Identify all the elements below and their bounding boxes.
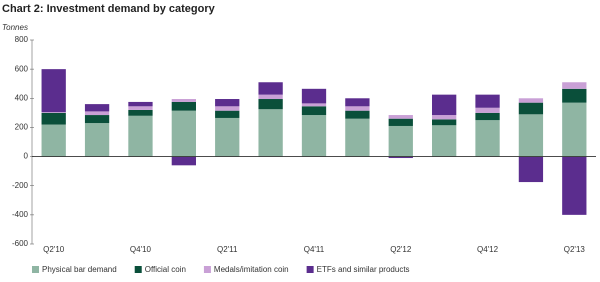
bar-segment (215, 117, 240, 157)
bar-segment (475, 120, 500, 157)
bar-segment (301, 106, 327, 116)
chart-title: Chart 2: Investment demand by category (2, 3, 216, 15)
bar-segment (41, 112, 66, 125)
bar-segment (41, 112, 66, 113)
x-tick-label: Q2'13 (564, 245, 586, 254)
bar-segment (171, 110, 196, 157)
legend-swatch (134, 266, 142, 273)
bar-segment (475, 107, 500, 113)
bar-segment (388, 156, 413, 159)
bar-segment (518, 156, 544, 183)
bar-segment (432, 94, 457, 116)
bar-segment (128, 106, 153, 110)
bar-segment (432, 115, 457, 120)
bar-segment (562, 102, 587, 157)
bar-segment (432, 119, 457, 126)
bar-segment (215, 99, 240, 107)
y-tick-label: 400 (15, 93, 29, 102)
bar-segment (84, 104, 110, 112)
y-tick-label: -400 (12, 210, 29, 219)
y-tick-label: 800 (15, 35, 29, 44)
bar-segment (475, 112, 500, 121)
bar-segment (41, 69, 66, 113)
bar-segment (388, 118, 413, 126)
bar-segment (518, 102, 544, 115)
legend-label: Physical bar demand (42, 265, 117, 274)
bar-segment (128, 115, 153, 157)
legend-swatch (203, 266, 211, 273)
bar-segment (345, 106, 370, 111)
x-tick-label: Q2'12 (390, 245, 412, 254)
bar-segment (84, 123, 110, 157)
bar-segment (171, 101, 196, 111)
bar-segment (475, 94, 500, 108)
bar-segment (562, 156, 587, 215)
bar-segment (258, 99, 283, 110)
x-tick-label: Q4'10 (130, 245, 152, 254)
bar-segment (128, 109, 153, 116)
legend-label: ETFs and similar products (317, 265, 410, 274)
bar-segment (345, 118, 370, 157)
bar-segment (562, 82, 587, 89)
legend-swatch (32, 266, 39, 273)
x-tick-label: Q4'11 (304, 245, 325, 254)
bar-segment (562, 88, 587, 103)
bar-segment (215, 110, 240, 118)
bar-segment (41, 124, 66, 157)
bar-segment (345, 110, 370, 119)
x-tick-label: Q2'11 (217, 245, 238, 254)
bar-segment (388, 125, 413, 157)
y-tick-label: 0 (24, 152, 29, 161)
bar-segment (84, 111, 110, 116)
legend-label: Official coin (145, 265, 186, 274)
bar-segment (215, 106, 240, 111)
y-tick-label: 600 (15, 64, 29, 73)
y-tick-label: 200 (15, 123, 29, 132)
bar-segment (388, 115, 413, 119)
bar-segment (84, 115, 110, 124)
bar-segment (345, 98, 370, 107)
bar-segment (258, 94, 283, 100)
legend-label: Medals/imitation coin (214, 265, 289, 274)
x-tick-label: Q2'10 (43, 245, 65, 254)
bar-segment (258, 109, 283, 157)
bar-segment (171, 156, 196, 166)
x-tick-label: Q4'12 (477, 245, 499, 254)
legend-swatch (306, 266, 314, 273)
bar-segment (518, 98, 544, 103)
y-axis-label: Tonnes (2, 23, 28, 32)
bar-segment (301, 103, 327, 107)
bar-segment (258, 82, 283, 95)
y-tick-label: -600 (12, 239, 29, 248)
bar-segment (301, 88, 327, 104)
bar-segment (301, 115, 327, 157)
bar-segment (171, 99, 196, 102)
bar-segment (518, 114, 544, 157)
bar-segment (128, 101, 153, 107)
y-tick-label: -200 (12, 181, 29, 190)
bar-segment (432, 125, 457, 157)
